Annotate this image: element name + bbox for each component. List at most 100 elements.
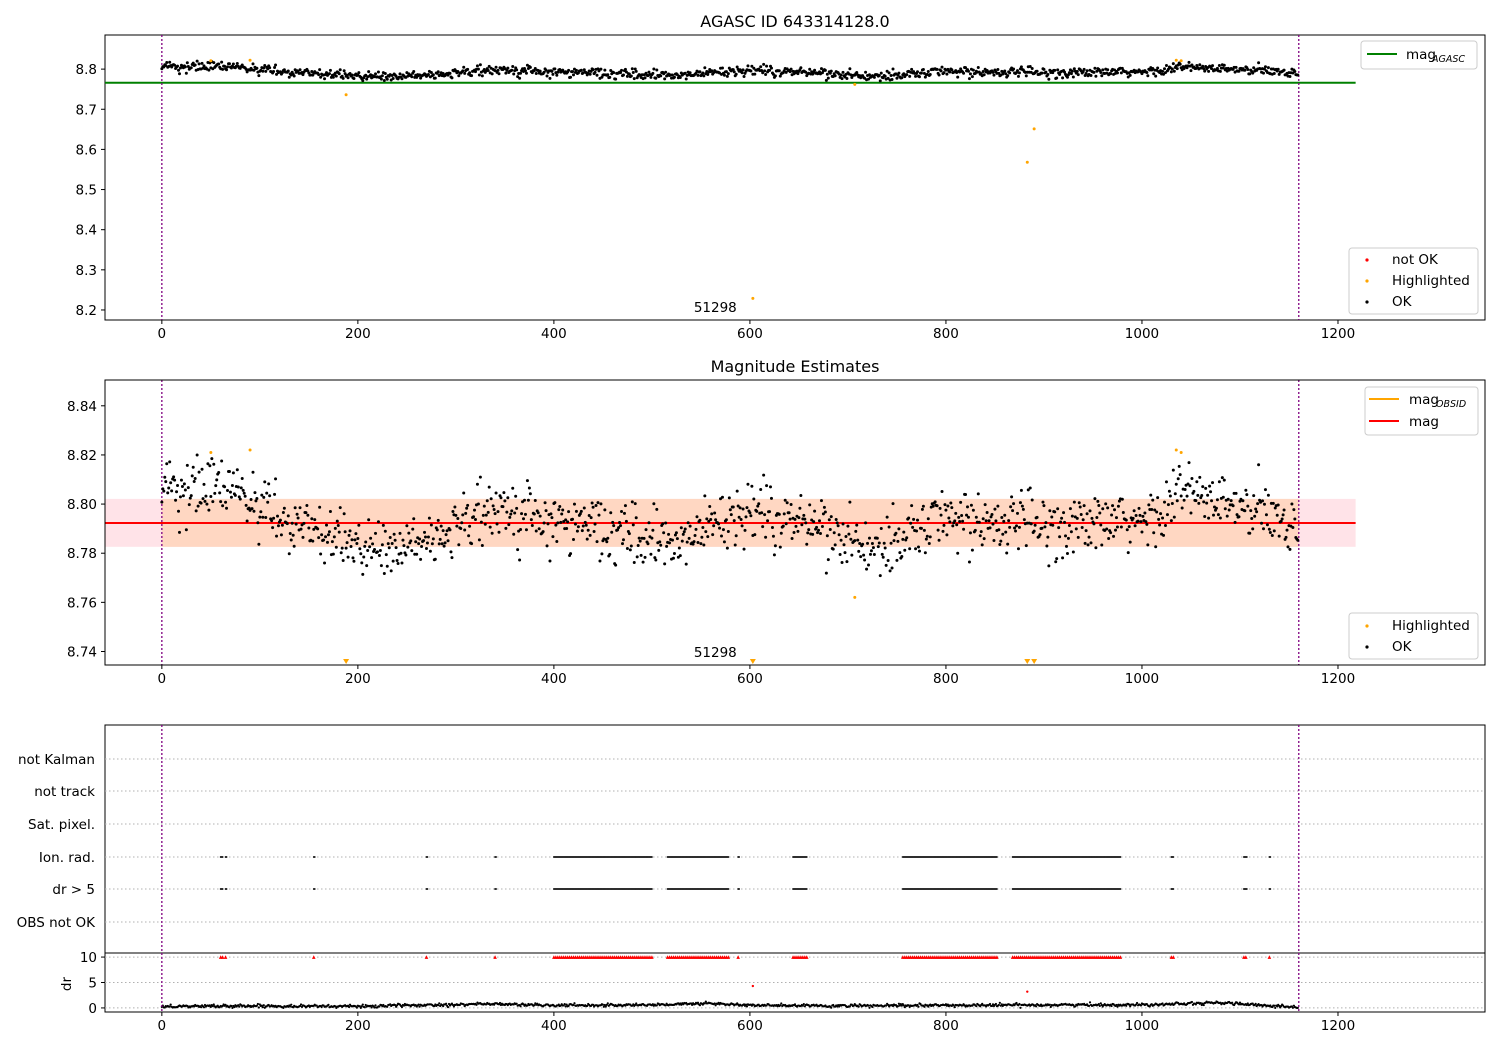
ok-point	[274, 477, 278, 481]
ok-point	[1216, 513, 1220, 517]
ok-point	[195, 59, 199, 63]
dr-point	[498, 1001, 502, 1005]
dr-point	[230, 1004, 233, 1008]
ok-point	[985, 511, 989, 515]
legend-not-ok-marker	[1365, 258, 1369, 262]
ok-point	[1128, 73, 1132, 77]
ok-point	[713, 511, 717, 515]
ok-point	[1055, 76, 1059, 80]
ok-point	[654, 558, 658, 562]
ok-point	[646, 542, 650, 546]
dr-ytick-label: 0	[88, 1001, 97, 1017]
ok-point	[1272, 71, 1276, 75]
panel2-point-legend: Highlighted OK	[1348, 612, 1479, 660]
ok-point	[855, 523, 859, 527]
ok-point	[260, 493, 264, 497]
ok-point	[1048, 509, 1052, 513]
panel2-xtick-label: 400	[541, 671, 567, 687]
ok-point	[926, 70, 930, 74]
dr-axis-label: dr	[59, 976, 75, 991]
ok-point	[340, 546, 344, 550]
ok-point	[166, 491, 170, 495]
ok-point	[752, 497, 756, 501]
ok-point	[933, 500, 937, 504]
ok-point	[197, 62, 201, 66]
ok-point	[654, 76, 658, 80]
ok-point	[1293, 517, 1297, 521]
highlighted-point	[344, 93, 348, 97]
ok-point	[1252, 66, 1256, 70]
ok-point	[769, 496, 773, 500]
ok-point	[412, 70, 416, 74]
ok-point	[276, 514, 279, 518]
ok-point	[1144, 520, 1148, 524]
ok-point	[327, 530, 331, 534]
ok-point	[1164, 480, 1168, 484]
ok-point	[777, 69, 781, 73]
ok-point	[882, 541, 886, 545]
ok-point	[859, 555, 863, 559]
ok-point	[921, 504, 925, 508]
ok-point	[357, 71, 361, 75]
ok-point	[702, 74, 706, 78]
ok-point	[543, 501, 547, 505]
ok-point	[344, 546, 348, 550]
ok-point	[497, 530, 501, 534]
ok-point	[1189, 69, 1193, 73]
ok-point	[614, 77, 618, 81]
ok-point	[726, 529, 730, 533]
ok-point	[845, 77, 849, 81]
ok-point	[1261, 71, 1265, 75]
ok-point	[585, 537, 589, 541]
dr-point	[703, 1002, 706, 1005]
ok-point	[410, 549, 414, 553]
ok-point	[546, 522, 550, 526]
ok-point	[878, 574, 882, 578]
ok-point	[734, 534, 738, 538]
ok-point	[796, 529, 800, 533]
ok-point	[464, 511, 468, 515]
ok-point	[753, 72, 757, 76]
ok-point	[914, 547, 918, 551]
ok-point	[512, 532, 516, 536]
flag-point	[426, 856, 429, 858]
ok-point	[341, 76, 345, 80]
dr-point	[564, 1005, 567, 1008]
dr-point	[1099, 1002, 1102, 1005]
flag-point	[651, 888, 653, 890]
ok-point	[900, 76, 904, 80]
panel2-ytick-label: 8.80	[67, 497, 97, 513]
ok-point	[722, 73, 726, 77]
ok-point	[435, 528, 439, 532]
ok-point	[271, 526, 275, 530]
ok-point	[587, 514, 591, 518]
ok-point	[1005, 551, 1009, 555]
ok-point	[1170, 502, 1174, 506]
ok-point	[769, 66, 773, 70]
ok-point	[979, 530, 983, 534]
legend-ok-label: OK	[1392, 294, 1413, 310]
ok-point	[894, 531, 898, 535]
ok-point	[261, 515, 265, 519]
ok-point	[379, 564, 383, 568]
dr-point	[255, 1004, 259, 1007]
ok-point	[1121, 510, 1125, 514]
dr-point	[744, 1003, 748, 1006]
ok-point	[651, 528, 655, 532]
ok-point	[238, 497, 242, 501]
ok-point	[574, 509, 578, 513]
ok-point	[1176, 477, 1180, 481]
ok-point	[1137, 506, 1141, 510]
ok-point	[813, 68, 817, 72]
ok-point	[823, 510, 827, 514]
ok-point	[633, 502, 637, 506]
ok-point	[1281, 513, 1285, 517]
ok-point	[733, 543, 737, 547]
ok-point	[187, 503, 191, 507]
ok-point	[551, 535, 555, 539]
ok-point	[967, 560, 971, 564]
ok-point	[293, 506, 297, 510]
flag-category-label: OBS not OK	[17, 915, 97, 931]
ok-point	[441, 71, 445, 75]
